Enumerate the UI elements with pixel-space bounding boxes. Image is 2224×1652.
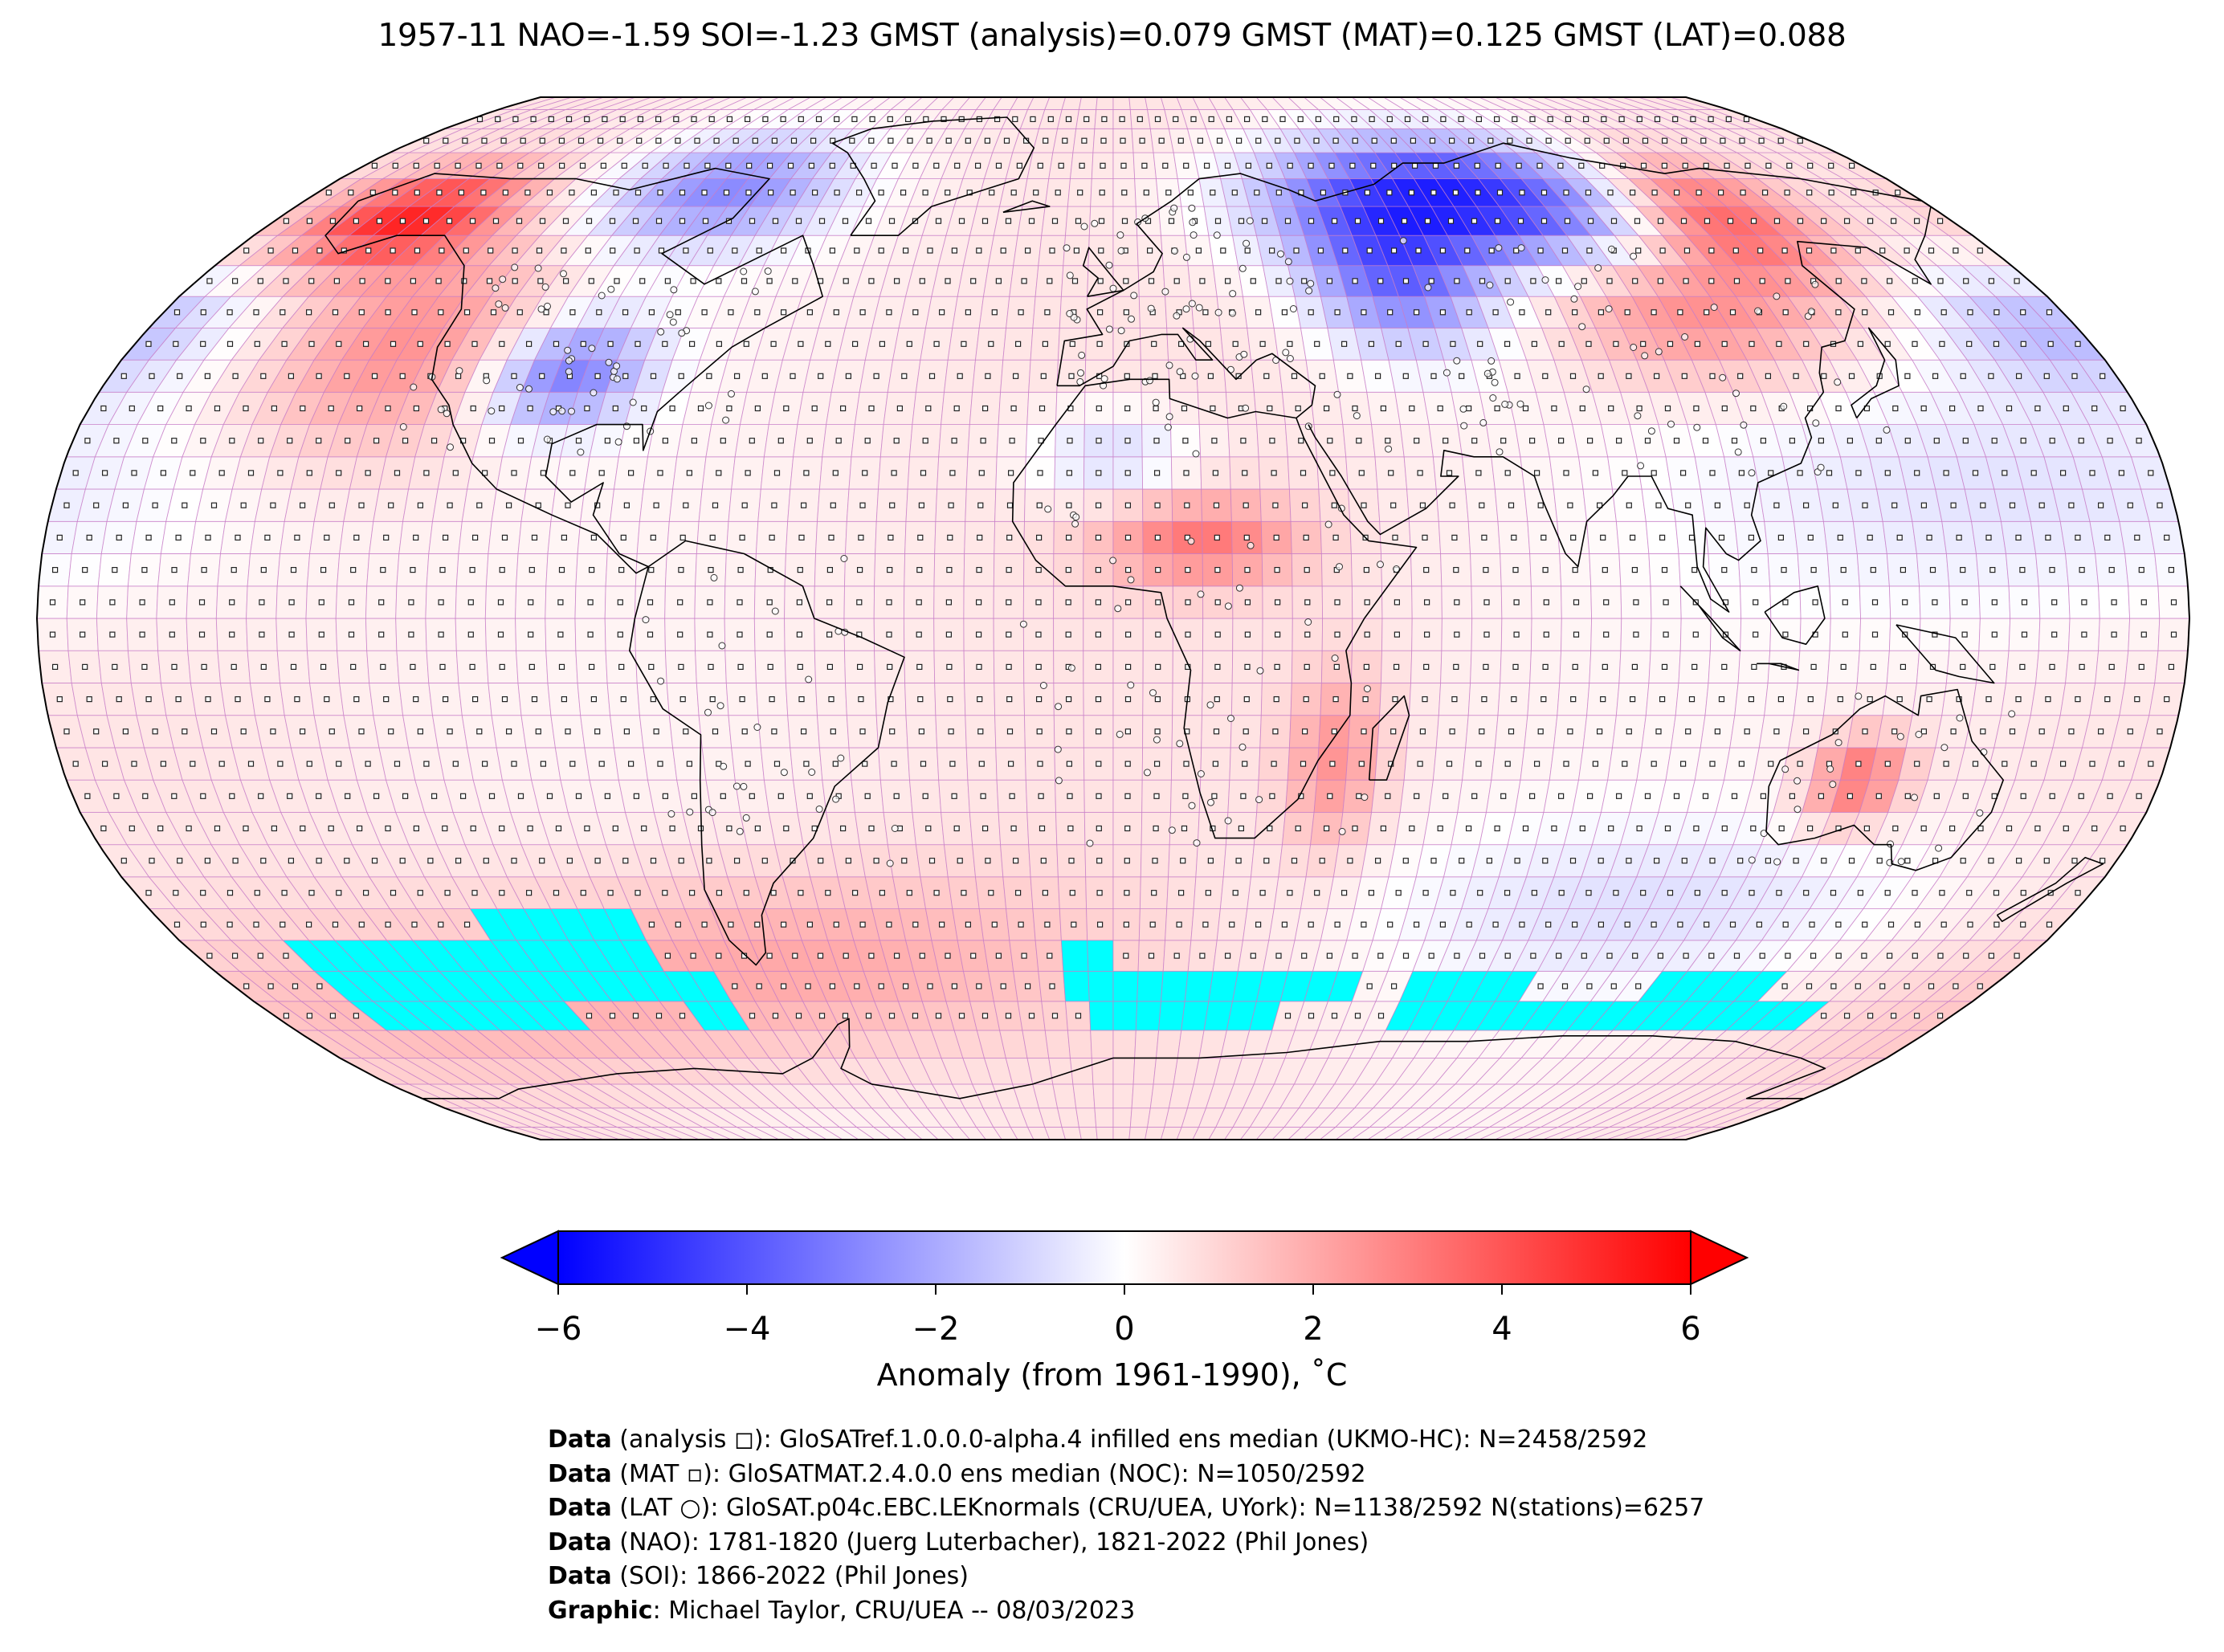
credit-line: Data (LAT ○): GloSAT.p04c.EBC.LEKnormals…: [548, 1491, 1704, 1526]
credit-line: Data (NAO): 1781-1820 (Juerg Luterbacher…: [548, 1526, 1704, 1560]
credit-text: (NAO): 1781-1820 (Juerg Luterbacher), 18…: [611, 1528, 1369, 1556]
colorbar-high-extension: [1690, 1230, 1749, 1286]
credit-head: Data: [548, 1459, 612, 1488]
credit-line: Data (analysis ◻): GloSATref.1.0.0.0-alp…: [548, 1423, 1704, 1458]
colorbar-tick-label: −6: [534, 1311, 582, 1348]
data-credits: Data (analysis ◻): GloSATref.1.0.0.0-alp…: [548, 1423, 1704, 1628]
map-title: 1957-11 NAO=-1.59 SOI=-1.23 GMST (analys…: [377, 18, 1847, 54]
colorbar-tick-label: 4: [1492, 1311, 1512, 1348]
credit-head: Data: [548, 1494, 612, 1522]
credit-head: Graphic: [548, 1596, 653, 1625]
colorbar: [500, 1230, 1749, 1295]
world-anomaly-map: [35, 96, 2191, 1140]
credit-text: (analysis ◻): GloSATref.1.0.0.0-alpha.4 …: [611, 1426, 1648, 1454]
credit-line: Data (SOI): 1866-2022 (Phil Jones): [548, 1560, 1704, 1594]
colorbar-label: Anomaly (from 1961-1990), ˚C: [876, 1357, 1348, 1393]
colorbar-tick-label: 0: [1114, 1311, 1135, 1348]
credit-line: Data (MAT ▫): GloSATMAT.2.4.0.0 ens medi…: [548, 1458, 1704, 1492]
credit-line: Graphic: Michael Taylor, CRU/UEA -- 08/0…: [548, 1594, 1704, 1629]
credit-text: (SOI): 1866-2022 (Phil Jones): [611, 1562, 969, 1590]
colorbar-gradient: [557, 1230, 1691, 1285]
colorbar-ticks: [557, 1284, 1691, 1295]
credit-head: Data: [548, 1528, 612, 1556]
credit-text: (LAT ○): GloSAT.p04c.EBC.LEKnormals (CRU…: [611, 1494, 1705, 1522]
colorbar-tick-label: −2: [912, 1311, 960, 1348]
colorbar-tick-label: 6: [1680, 1311, 1701, 1348]
credit-text: : Michael Taylor, CRU/UEA -- 08/03/2023: [652, 1596, 1136, 1625]
anomaly-grid-cells: [37, 97, 2189, 1140]
colorbar-tick-label: 2: [1303, 1311, 1324, 1348]
credit-head: Data: [548, 1562, 612, 1590]
colorbar-tick-label: −4: [723, 1311, 771, 1348]
colorbar-low-extension: [500, 1230, 559, 1286]
credit-text: (MAT ▫): GloSATMAT.2.4.0.0 ens median (N…: [611, 1459, 1366, 1488]
credit-head: Data: [548, 1426, 612, 1454]
